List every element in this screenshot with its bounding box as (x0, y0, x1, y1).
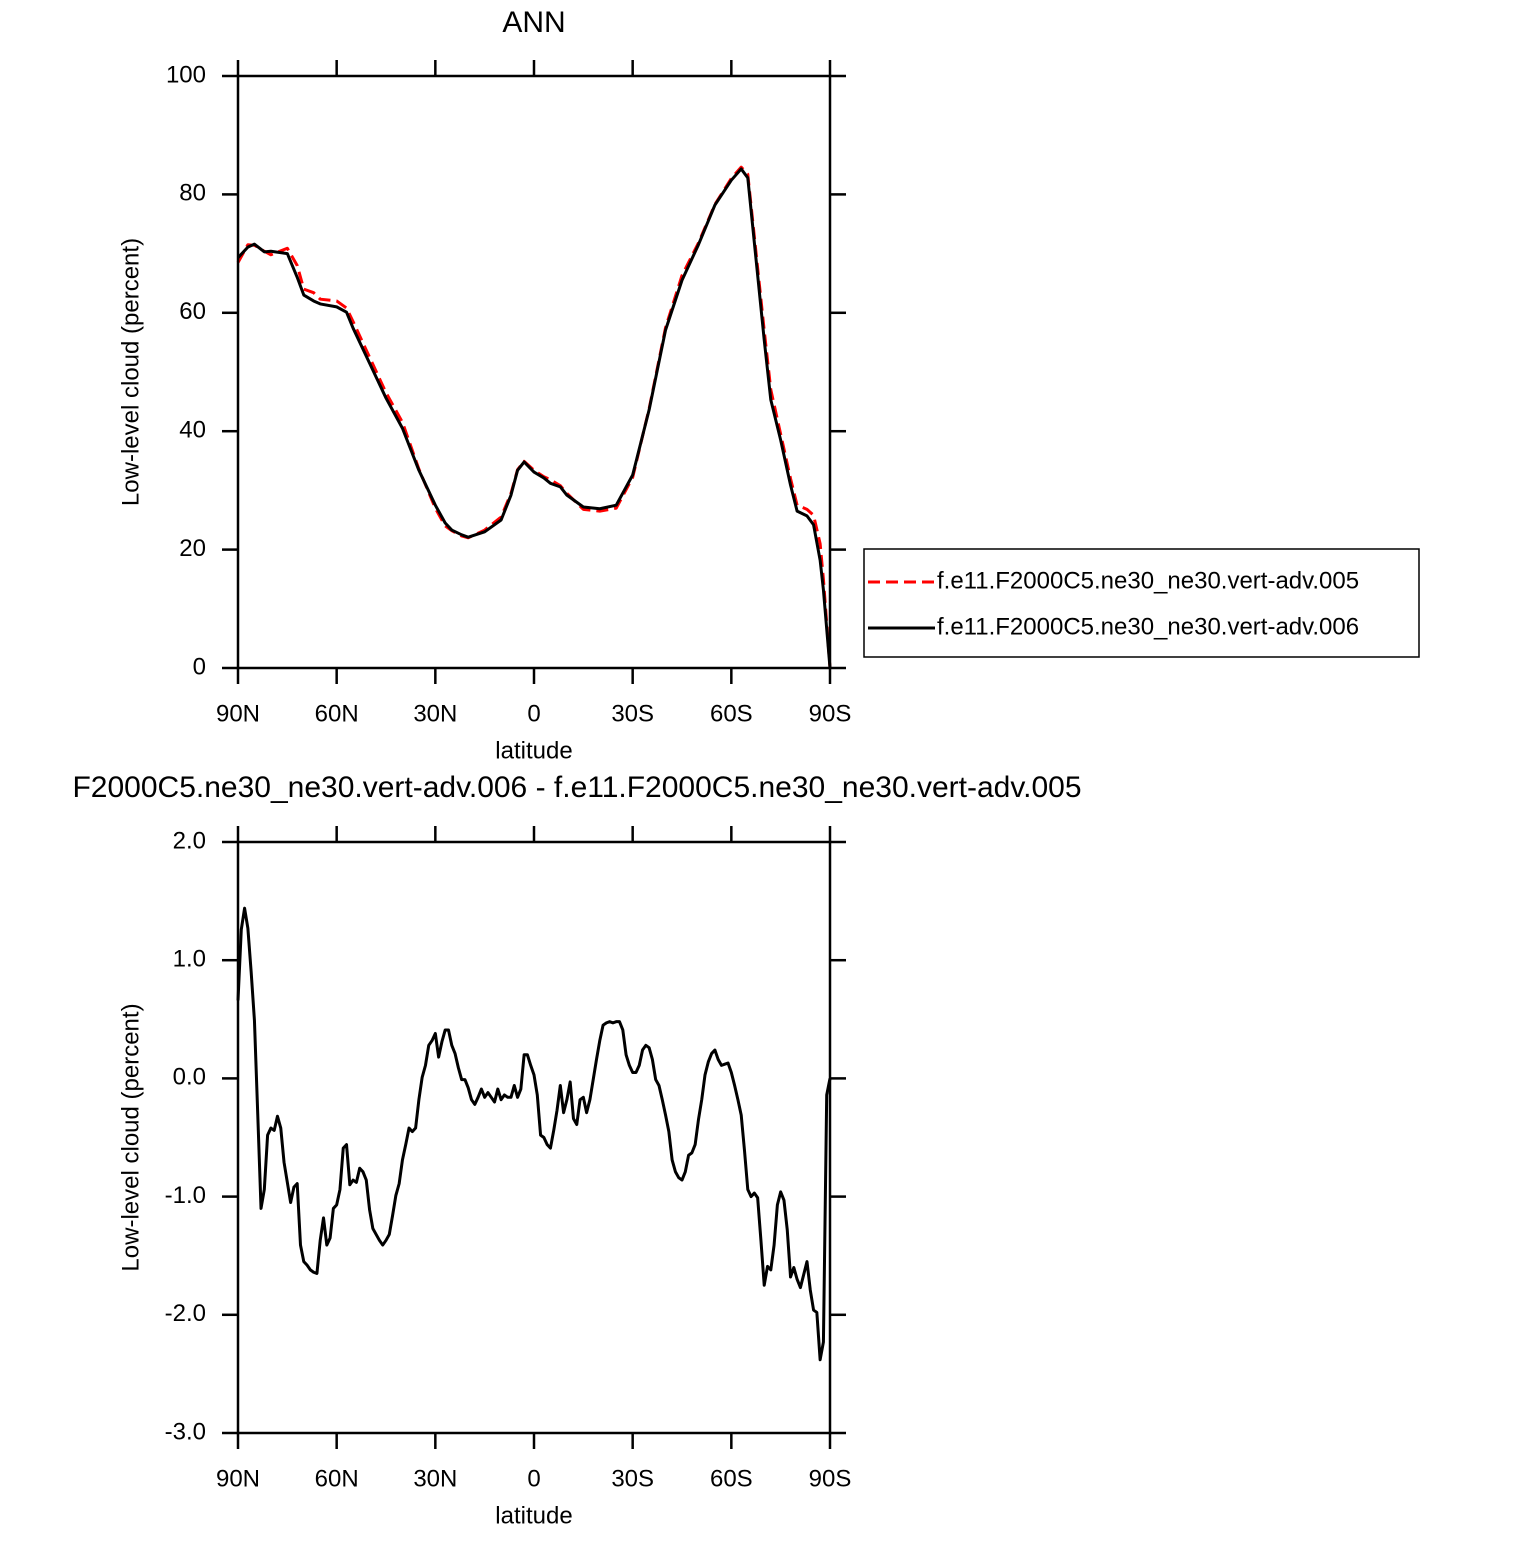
x-tick-label: 0 (527, 1465, 540, 1492)
y-tick-label: 2.0 (173, 827, 206, 854)
legend-label: f.e11.F2000C5.ne30_ne30.vert-adv.006 (937, 613, 1359, 640)
y-tick-label: 0.0 (173, 1064, 206, 1091)
x-tick-label: 30N (413, 1465, 457, 1492)
y-tick-label: -2.0 (165, 1300, 206, 1327)
data-line (236, 167, 832, 669)
x-tick-label: 30N (413, 700, 457, 727)
y-axis-label: Low-level cloud (percent) (117, 1003, 144, 1271)
plot-frame (236, 840, 832, 1435)
y-tick-label: -1.0 (165, 1182, 206, 1209)
x-axis-label: latitude (495, 737, 572, 764)
data-line (236, 165, 832, 669)
y-tick-label: -3.0 (165, 1418, 206, 1445)
legend-box (863, 548, 1420, 658)
x-tick-label: 60S (710, 1465, 753, 1492)
chart-title: ANN (502, 6, 565, 39)
y-axis-label: Low-level cloud (percent) (117, 238, 144, 506)
x-tick-label: 90S (809, 1465, 852, 1492)
plot-frame (236, 74, 832, 670)
x-tick-label: 30S (611, 700, 654, 727)
x-tick-label: 0 (527, 700, 540, 727)
y-tick-label: 40 (179, 417, 206, 444)
x-tick-label: 90S (809, 700, 852, 727)
y-tick-label: 80 (179, 180, 206, 207)
x-tick-label: 30S (611, 1465, 654, 1492)
x-axis-label: latitude (495, 1502, 572, 1529)
legend-label: f.e11.F2000C5.ne30_ne30.vert-adv.005 (937, 567, 1359, 594)
data-line (236, 906, 832, 1362)
y-tick-label: 0 (193, 653, 206, 680)
x-tick-label: 60N (315, 700, 359, 727)
x-tick-label: 60N (315, 1465, 359, 1492)
x-tick-label: 90N (216, 1465, 260, 1492)
y-tick-label: 100 (166, 61, 206, 88)
y-tick-label: 1.0 (173, 946, 206, 973)
chart-title: F2000C5.ne30_ne30.vert-adv.006 - f.e11.F… (72, 771, 1081, 804)
y-tick-label: 20 (179, 535, 206, 562)
x-tick-label: 90N (216, 700, 260, 727)
x-tick-label: 60S (710, 700, 753, 727)
y-tick-label: 60 (179, 298, 206, 325)
